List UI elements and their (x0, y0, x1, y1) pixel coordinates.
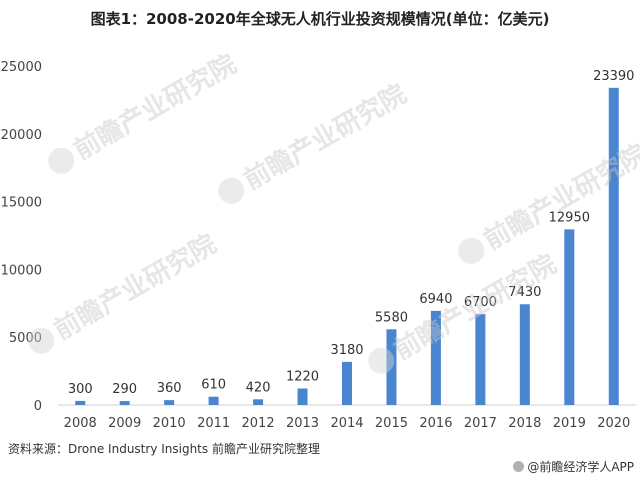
x-tick-label: 2017 (464, 416, 497, 431)
y-tick-label: 5000 (9, 331, 42, 346)
bar (519, 304, 530, 405)
data-label: 6940 (419, 292, 452, 307)
x-tick-label: 2011 (197, 416, 230, 431)
credit-note: @前瞻经济学人APP (513, 458, 634, 475)
x-tick-label: 2018 (508, 416, 541, 431)
bar (564, 229, 575, 405)
bar (386, 329, 397, 405)
bar (297, 388, 308, 405)
data-label: 3180 (330, 343, 363, 358)
y-tick-label: 25000 (1, 60, 42, 75)
chart-title: 图表1：2008-2020年全球无人机行业投资规模情况(单位：亿美元) (90, 10, 550, 28)
data-label: 6700 (464, 295, 497, 310)
x-tick-label: 2019 (553, 416, 586, 431)
bar (430, 310, 441, 405)
x-tick-label: 2008 (64, 416, 97, 431)
y-tick-label: 10000 (1, 263, 42, 278)
bar (164, 400, 175, 405)
x-tick-label: 2012 (242, 416, 275, 431)
data-label: 290 (112, 382, 137, 397)
data-label: 7430 (508, 285, 541, 300)
x-tick-label: 2016 (419, 416, 452, 431)
bar (208, 396, 219, 405)
y-tick-label: 15000 (1, 196, 42, 211)
app-logo-icon (513, 461, 525, 472)
bar (253, 399, 264, 405)
data-label: 5580 (375, 310, 408, 325)
x-tick-label: 2020 (597, 416, 630, 431)
data-label: 420 (246, 380, 271, 395)
data-label: 360 (157, 381, 182, 396)
data-label: 610 (201, 378, 226, 393)
y-tick-label: 0 (34, 399, 42, 414)
data-label: 300 (68, 382, 93, 397)
bar (75, 400, 86, 405)
x-tick-label: 2013 (286, 416, 319, 431)
bar (119, 401, 130, 405)
x-tick-label: 2014 (330, 416, 363, 431)
chart-area: 0 5000 10000 15000 20000 25000 300 2008 290 2009 3… (0, 40, 640, 440)
x-tick-label: 2009 (108, 416, 141, 431)
bar-chart: 0 5000 10000 15000 20000 25000 300 2008 290 2009 3… (1, 60, 636, 431)
bar (475, 314, 486, 405)
data-label: 1220 (286, 369, 319, 384)
y-tick-label: 20000 (1, 128, 42, 143)
x-tick-label: 2015 (375, 416, 408, 431)
source-note: 资料来源：Drone Industry Insights 前瞻产业研究院整理 (8, 442, 320, 456)
bar (608, 87, 619, 405)
bar (342, 361, 352, 405)
data-label: 23390 (593, 69, 634, 84)
x-tick-label: 2010 (153, 416, 186, 431)
data-label: 12950 (549, 210, 590, 225)
